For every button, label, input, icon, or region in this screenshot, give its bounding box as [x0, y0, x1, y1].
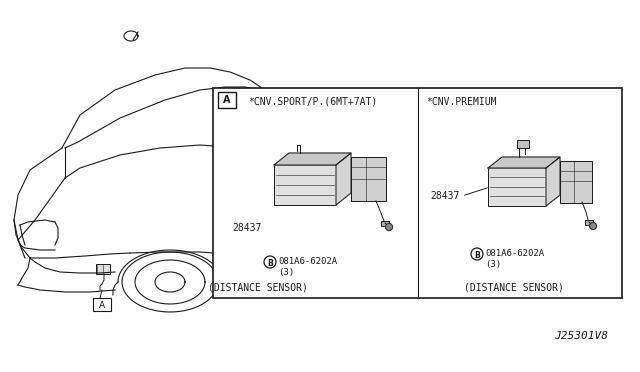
Text: (DISTANCE SENSOR): (DISTANCE SENSOR) [208, 282, 308, 292]
Text: A: A [99, 301, 105, 310]
Bar [351, 157, 386, 201]
Text: *CNV.SPORT/P.(6MT+7AT): *CNV.SPORT/P.(6MT+7AT) [248, 97, 377, 107]
Bar [218, 92, 236, 108]
Polygon shape [336, 153, 351, 205]
Bar [560, 161, 592, 203]
Bar [488, 168, 546, 206]
Text: 28437: 28437 [232, 223, 261, 233]
Text: A: A [223, 95, 231, 105]
Bar [381, 221, 389, 226]
Text: *CNV.PREMIUM: *CNV.PREMIUM [426, 97, 497, 107]
Circle shape [471, 248, 483, 260]
Polygon shape [488, 157, 560, 168]
Text: 28437: 28437 [430, 191, 460, 201]
Text: B: B [267, 259, 273, 267]
Text: (3): (3) [485, 260, 501, 269]
Text: B: B [474, 250, 480, 260]
Text: (3): (3) [278, 267, 294, 276]
Circle shape [589, 222, 596, 230]
Circle shape [264, 256, 276, 268]
Bar [213, 88, 622, 298]
Circle shape [264, 256, 276, 268]
Text: 081A6-6202A: 081A6-6202A [485, 250, 544, 259]
Circle shape [471, 248, 483, 260]
Bar [517, 140, 529, 148]
Bar [93, 298, 111, 311]
Bar [274, 165, 336, 205]
Circle shape [385, 224, 392, 231]
Text: J25301V8: J25301V8 [554, 331, 608, 341]
Text: (DISTANCE SENSOR): (DISTANCE SENSOR) [464, 282, 564, 292]
Polygon shape [546, 157, 560, 206]
Polygon shape [274, 153, 351, 165]
Bar [96, 264, 110, 274]
Text: 081A6-6202A: 081A6-6202A [278, 257, 337, 266]
Bar [585, 220, 593, 225]
